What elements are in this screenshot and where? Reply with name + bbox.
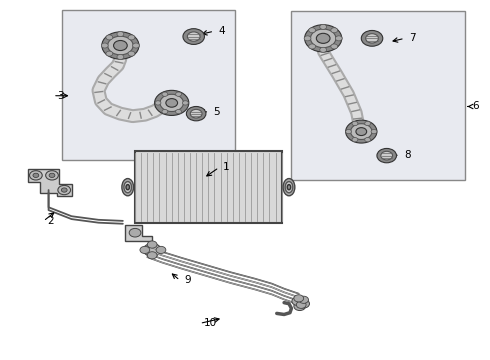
Circle shape xyxy=(309,44,316,49)
Circle shape xyxy=(114,41,127,50)
Circle shape xyxy=(331,44,338,49)
Text: 7: 7 xyxy=(409,33,416,43)
Text: 6: 6 xyxy=(472,102,479,112)
Circle shape xyxy=(361,31,383,46)
Circle shape xyxy=(182,101,188,105)
Circle shape xyxy=(175,92,181,96)
Circle shape xyxy=(162,109,168,114)
Text: 10: 10 xyxy=(203,319,217,328)
Circle shape xyxy=(292,297,304,306)
Ellipse shape xyxy=(285,181,293,193)
Bar xyxy=(62,10,235,160)
Circle shape xyxy=(304,36,311,41)
Circle shape xyxy=(128,35,135,40)
Polygon shape xyxy=(27,169,72,196)
Circle shape xyxy=(147,252,157,259)
Circle shape xyxy=(129,228,141,237)
Circle shape xyxy=(299,296,309,303)
Circle shape xyxy=(186,107,206,121)
Circle shape xyxy=(29,171,42,180)
Text: 5: 5 xyxy=(213,107,220,117)
Circle shape xyxy=(352,121,358,126)
Circle shape xyxy=(33,173,39,177)
Text: 3: 3 xyxy=(57,91,64,101)
Circle shape xyxy=(49,173,55,177)
Bar xyxy=(292,12,465,180)
Circle shape xyxy=(296,301,306,309)
Circle shape xyxy=(183,29,204,44)
Ellipse shape xyxy=(124,181,131,193)
Ellipse shape xyxy=(283,179,295,196)
Circle shape xyxy=(101,43,108,48)
Circle shape xyxy=(352,138,358,142)
Text: 4: 4 xyxy=(218,26,225,36)
Circle shape xyxy=(345,130,351,134)
Circle shape xyxy=(365,121,370,126)
Circle shape xyxy=(298,300,310,308)
Circle shape xyxy=(365,138,370,142)
Text: 1: 1 xyxy=(223,162,230,172)
Circle shape xyxy=(356,128,367,135)
Circle shape xyxy=(144,243,161,256)
Circle shape xyxy=(58,185,71,195)
Circle shape xyxy=(156,246,166,253)
Circle shape xyxy=(166,99,177,107)
Circle shape xyxy=(345,120,377,143)
Circle shape xyxy=(366,34,378,43)
Circle shape xyxy=(187,32,200,41)
Circle shape xyxy=(155,90,189,116)
Circle shape xyxy=(117,54,124,59)
Circle shape xyxy=(331,28,338,33)
Circle shape xyxy=(160,94,183,112)
Text: 8: 8 xyxy=(404,150,411,160)
Circle shape xyxy=(190,109,202,118)
Circle shape xyxy=(162,92,168,96)
Text: 2: 2 xyxy=(47,216,54,226)
Circle shape xyxy=(381,151,392,160)
Ellipse shape xyxy=(287,185,291,190)
Ellipse shape xyxy=(126,185,129,190)
Circle shape xyxy=(294,302,306,311)
Polygon shape xyxy=(125,225,152,241)
Text: 9: 9 xyxy=(184,275,191,285)
Circle shape xyxy=(128,51,135,56)
Circle shape xyxy=(106,51,113,56)
Circle shape xyxy=(350,124,372,139)
Circle shape xyxy=(317,33,330,43)
Ellipse shape xyxy=(122,179,134,196)
Circle shape xyxy=(155,101,161,105)
Circle shape xyxy=(335,36,342,41)
Circle shape xyxy=(371,130,377,134)
Circle shape xyxy=(320,24,327,30)
Circle shape xyxy=(140,246,150,253)
Circle shape xyxy=(309,28,316,33)
Circle shape xyxy=(133,43,140,48)
Circle shape xyxy=(106,35,113,40)
Circle shape xyxy=(311,29,336,48)
Circle shape xyxy=(377,148,396,163)
Circle shape xyxy=(117,32,124,37)
Circle shape xyxy=(320,47,327,52)
Circle shape xyxy=(147,241,157,248)
Circle shape xyxy=(102,32,139,59)
Circle shape xyxy=(294,295,304,302)
Circle shape xyxy=(305,25,342,52)
Circle shape xyxy=(46,171,58,180)
Circle shape xyxy=(175,109,181,114)
Circle shape xyxy=(108,36,133,55)
Bar xyxy=(135,151,282,223)
Circle shape xyxy=(61,188,67,192)
